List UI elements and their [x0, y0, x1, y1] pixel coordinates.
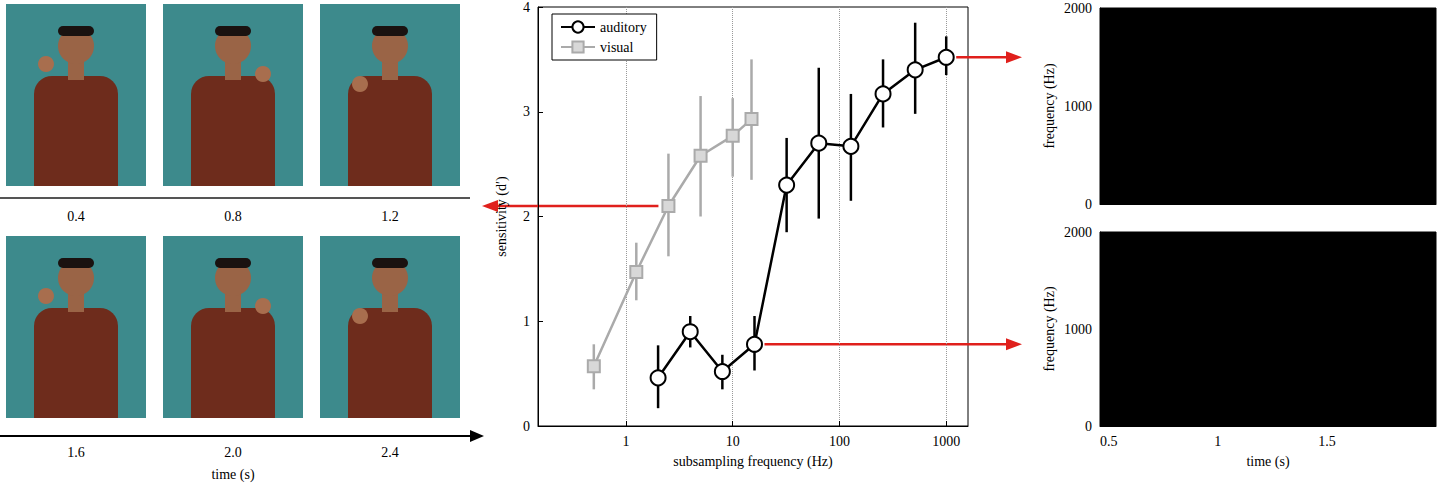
- svg-text:2: 2: [523, 209, 530, 224]
- svg-text:1000: 1000: [1064, 322, 1092, 337]
- svg-text:3: 3: [523, 104, 530, 119]
- svg-text:100: 100: [829, 434, 850, 449]
- svg-text:2.0: 2.0: [224, 445, 242, 460]
- svg-text:0.4: 0.4: [67, 209, 85, 224]
- svg-text:2000: 2000: [1064, 1, 1092, 16]
- svg-text:auditory: auditory: [600, 20, 647, 35]
- svg-text:1: 1: [1214, 434, 1221, 449]
- svg-text:2000: 2000: [1064, 225, 1092, 240]
- svg-text:1000: 1000: [932, 434, 960, 449]
- svg-text:1000: 1000: [1064, 99, 1092, 114]
- svg-text:1: 1: [622, 434, 629, 449]
- svg-text:time (s): time (s): [211, 467, 254, 483]
- svg-text:1: 1: [523, 314, 530, 329]
- svg-text:2.4: 2.4: [381, 445, 399, 460]
- svg-text:0: 0: [1085, 419, 1092, 434]
- svg-text:1.6: 1.6: [67, 445, 85, 460]
- svg-text:0: 0: [1085, 197, 1092, 212]
- svg-text:0: 0: [523, 419, 530, 434]
- svg-text:frequency (Hz): frequency (Hz): [1042, 63, 1058, 148]
- svg-text:0.8: 0.8: [224, 209, 242, 224]
- svg-text:frequency (Hz): frequency (Hz): [1042, 286, 1058, 371]
- svg-text:visual: visual: [600, 40, 634, 55]
- svg-text:time (s): time (s): [1246, 454, 1289, 470]
- svg-text:1.5: 1.5: [1318, 434, 1336, 449]
- svg-text:subsampling frequency (Hz): subsampling frequency (Hz): [673, 454, 833, 470]
- svg-text:10: 10: [726, 434, 740, 449]
- svg-text:0.5: 0.5: [1100, 434, 1118, 449]
- svg-text:4: 4: [523, 0, 530, 15]
- svg-text:1.2: 1.2: [381, 209, 399, 224]
- svg-text:sensitivity (d′): sensitivity (d′): [494, 176, 510, 257]
